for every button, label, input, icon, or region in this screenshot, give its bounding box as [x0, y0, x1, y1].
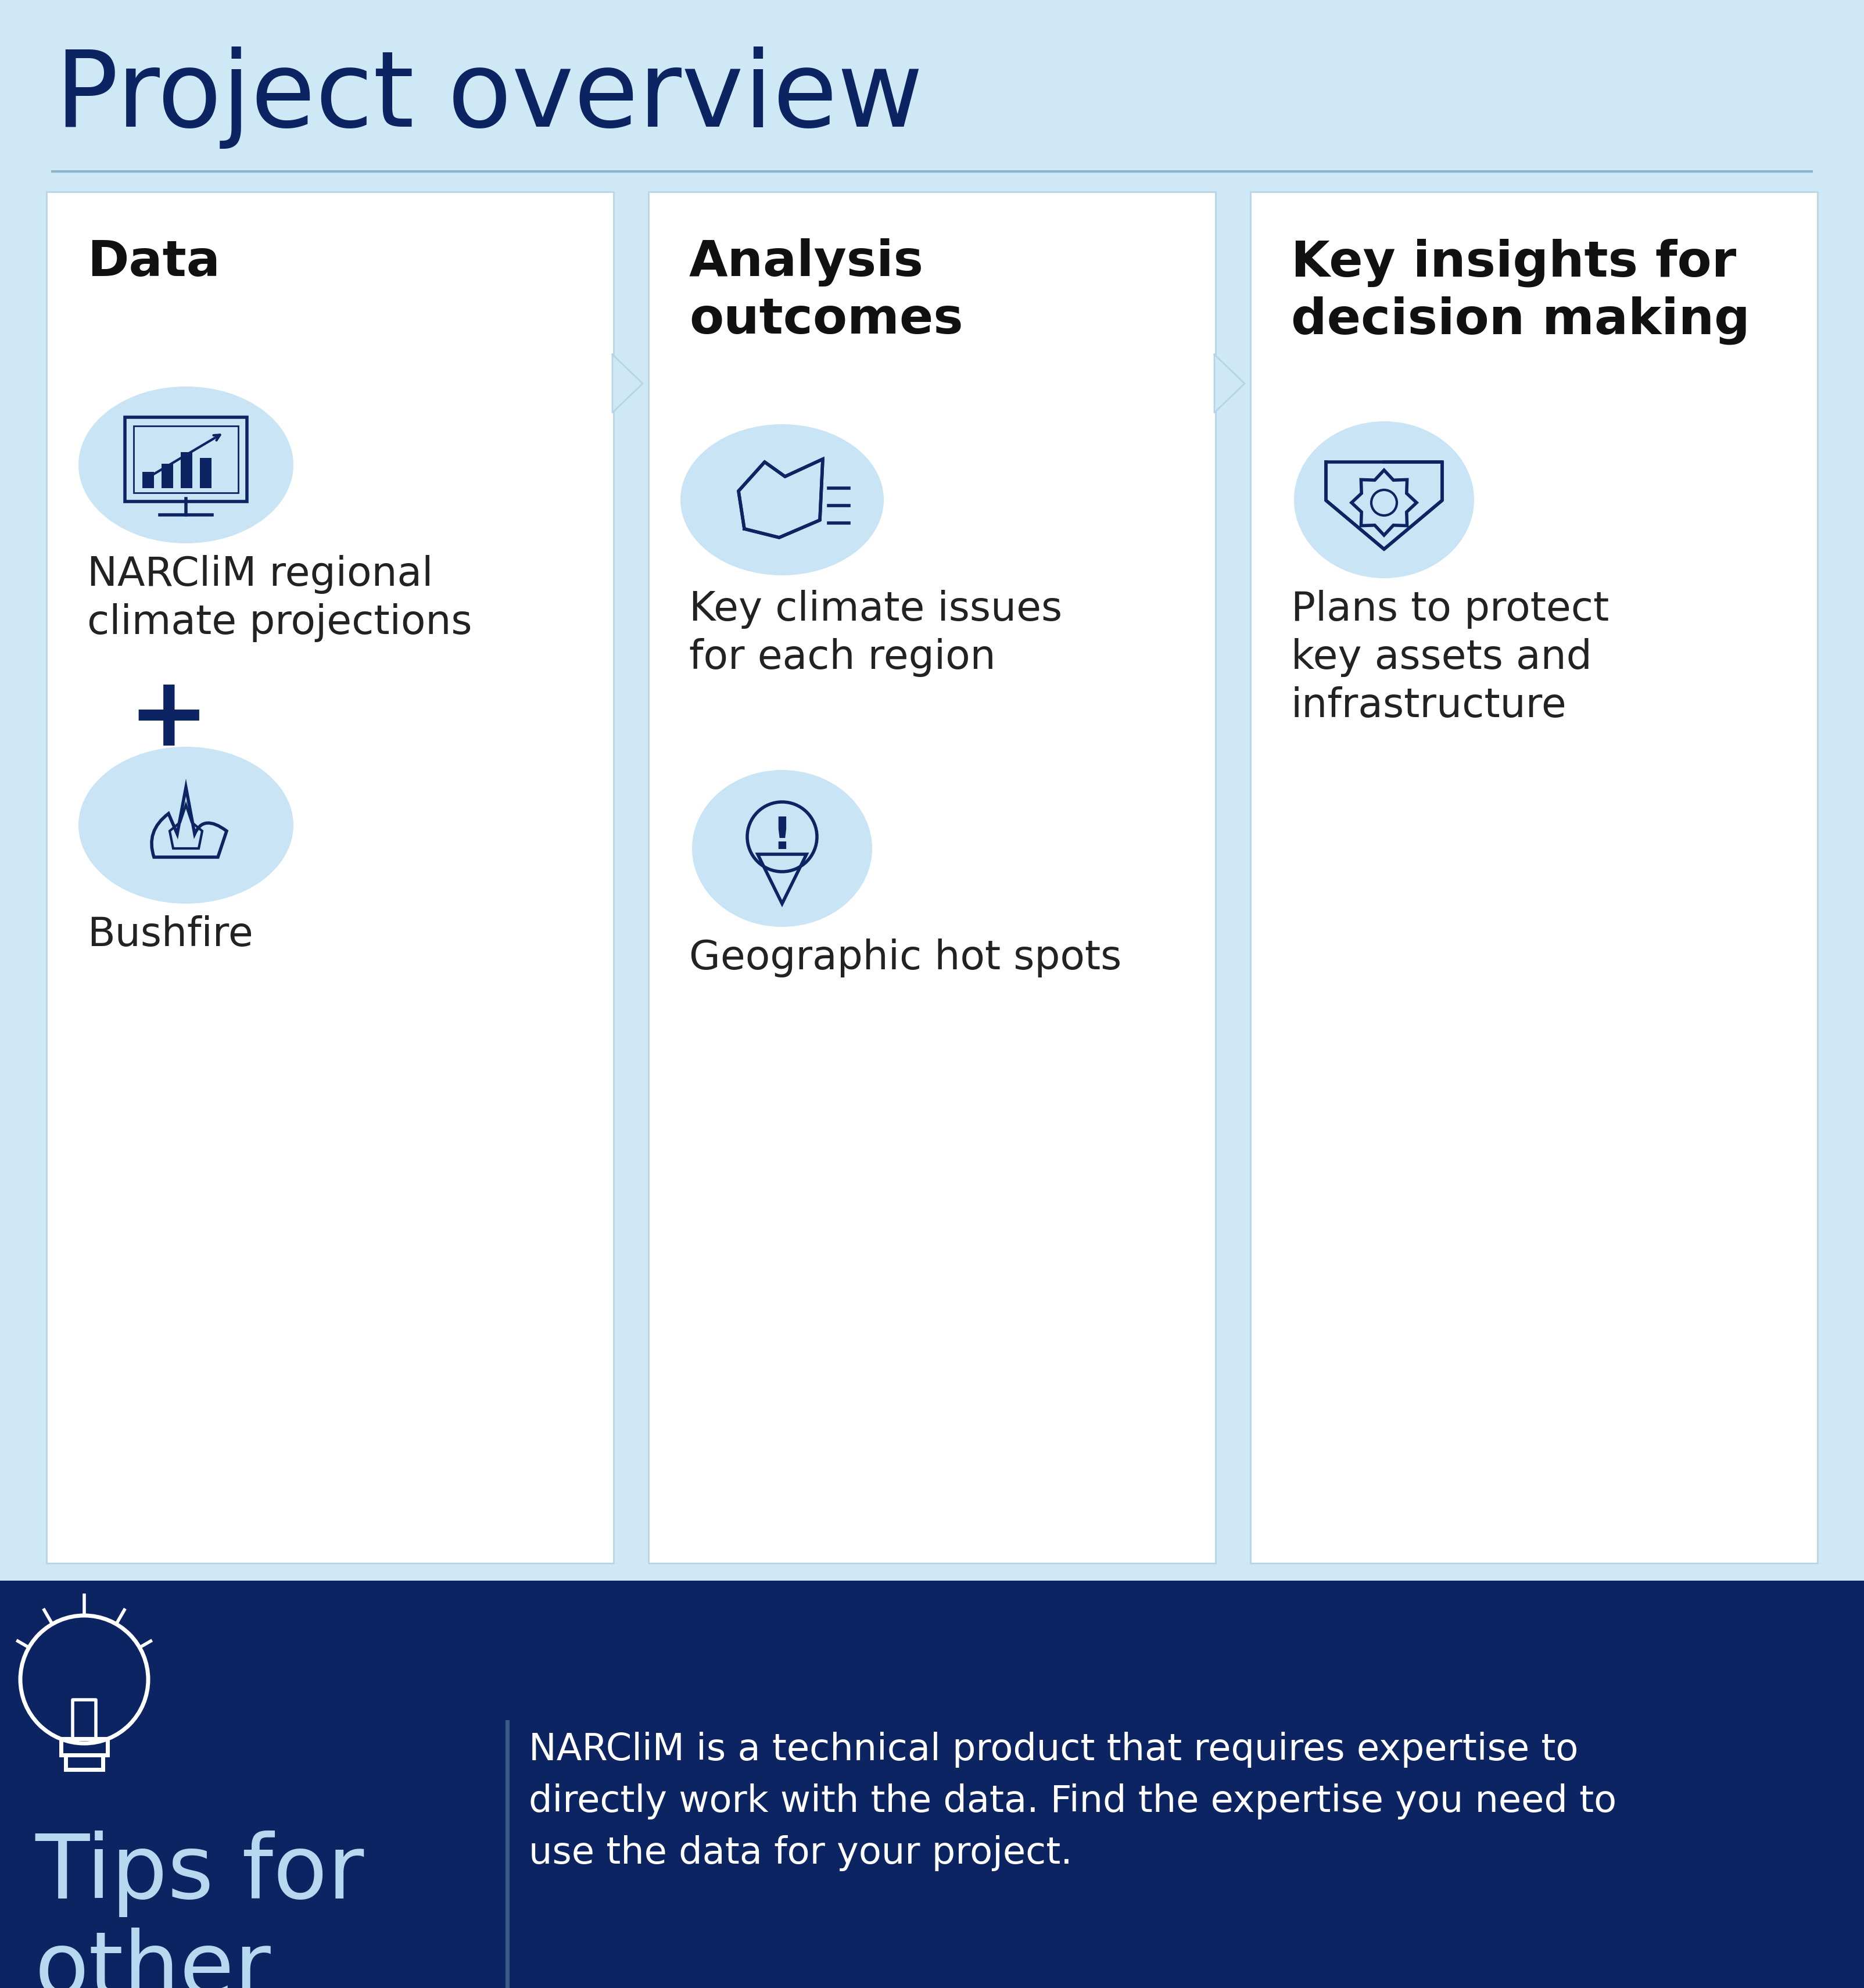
Text: +: +	[129, 672, 209, 765]
Text: Tips for
other
projects: Tips for other projects	[35, 1831, 390, 1988]
Text: Analysis
outcomes: Analysis outcomes	[690, 239, 964, 344]
Ellipse shape	[692, 769, 872, 926]
Text: Geographic hot spots: Geographic hot spots	[690, 938, 1122, 978]
Text: Plans to protect
key assets and
infrastructure: Plans to protect key assets and infrastr…	[1292, 590, 1609, 726]
Ellipse shape	[78, 747, 293, 905]
FancyBboxPatch shape	[649, 191, 1215, 1563]
Bar	[505, 1720, 509, 1988]
FancyBboxPatch shape	[47, 191, 613, 1563]
Text: !: !	[772, 815, 792, 859]
Text: Bushfire: Bushfire	[88, 914, 254, 954]
FancyBboxPatch shape	[1251, 191, 1817, 1563]
Bar	[199, 457, 211, 487]
Text: NARCliM is a technical product that requires expertise to
directly work with the: NARCliM is a technical product that requ…	[529, 1732, 1616, 1871]
Ellipse shape	[680, 423, 884, 575]
Ellipse shape	[1294, 421, 1474, 579]
Bar	[65, 1755, 103, 1769]
Bar	[0, 1580, 1864, 1988]
Polygon shape	[1213, 354, 1245, 414]
Polygon shape	[613, 354, 643, 414]
Ellipse shape	[78, 386, 293, 543]
Bar	[62, 1740, 108, 1755]
Text: NARCliM regional
climate projections: NARCliM regional climate projections	[88, 555, 472, 642]
Bar	[142, 471, 155, 487]
Bar	[134, 425, 239, 493]
Polygon shape	[757, 855, 807, 905]
Text: Key insights for
decision making: Key insights for decision making	[1292, 239, 1750, 344]
Text: Key climate issues
for each region: Key climate issues for each region	[690, 590, 1062, 678]
Bar	[181, 451, 192, 487]
Text: Project overview: Project overview	[56, 46, 923, 149]
Bar	[162, 463, 173, 487]
Text: Data: Data	[88, 239, 220, 286]
